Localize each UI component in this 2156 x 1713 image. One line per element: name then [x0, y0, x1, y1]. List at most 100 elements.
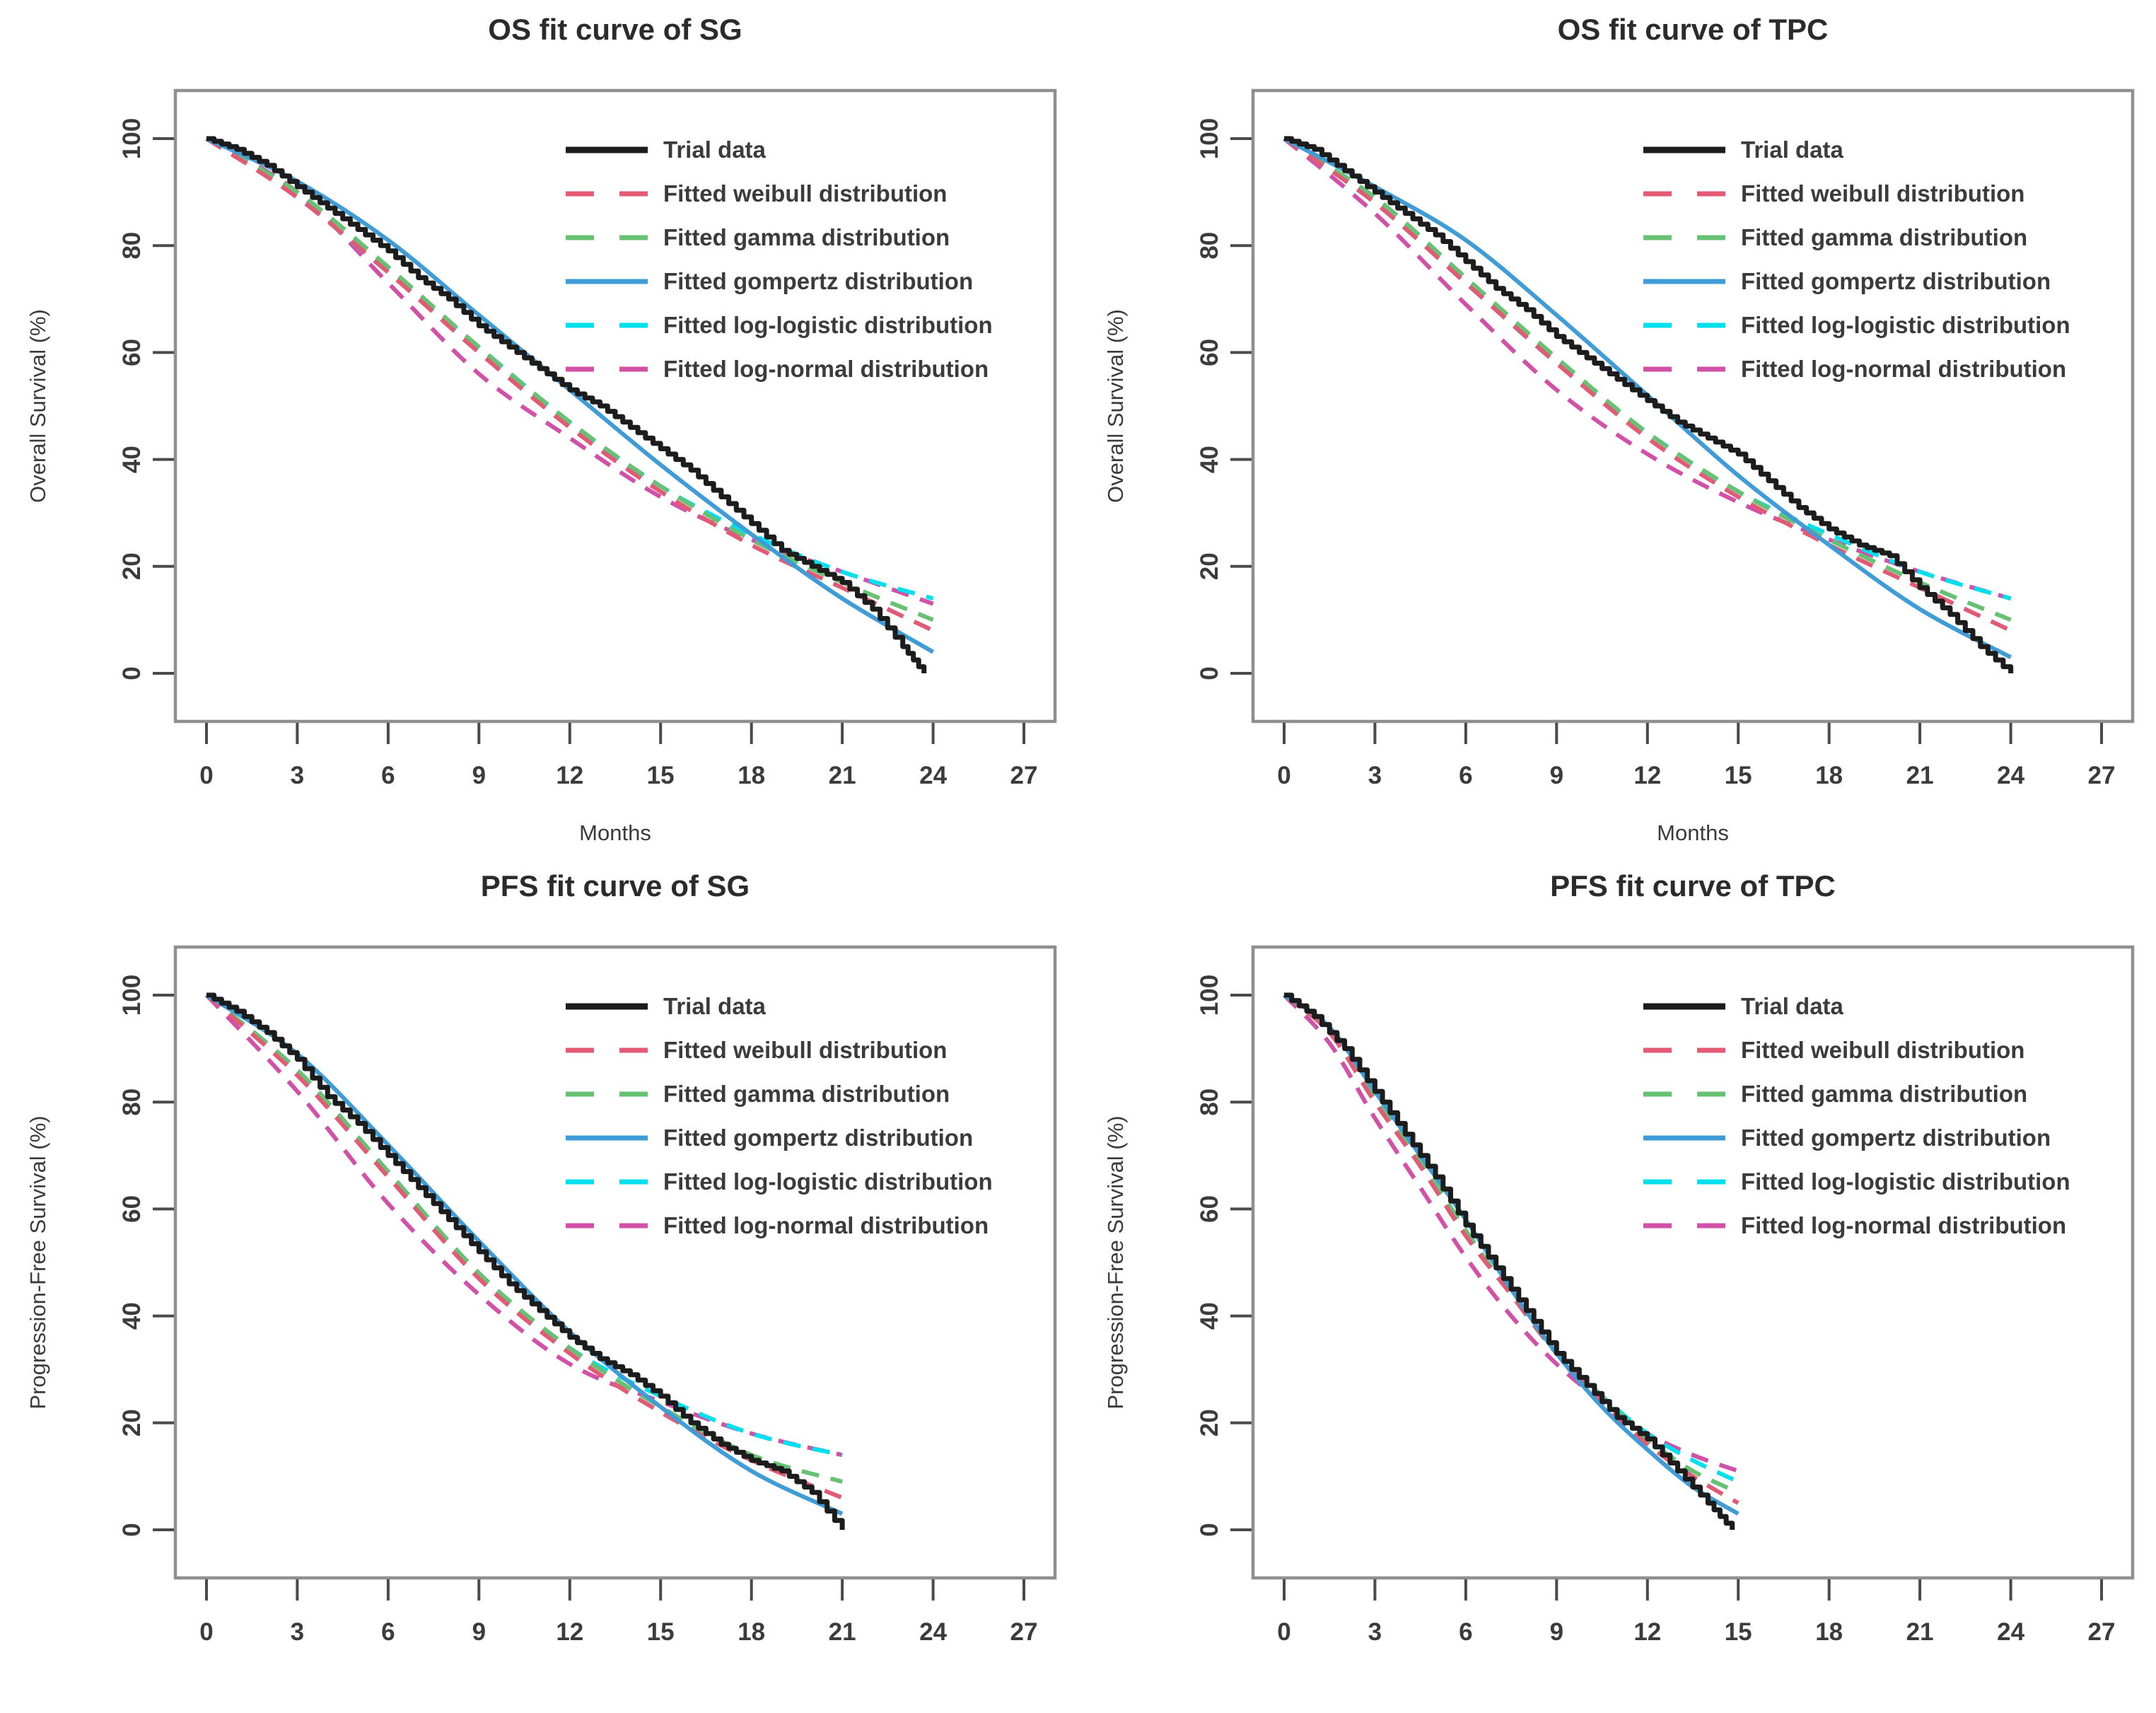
legend-label: Fitted log-normal distribution	[1741, 1212, 2066, 1238]
x-tick-label: 21	[1906, 762, 1934, 789]
x-tick-label: 15	[647, 762, 675, 789]
plot-pfs-fit-tpc: PFS fit curve of TPC Progression-Free Su…	[1078, 856, 2155, 1713]
plot-area: 0 3 6 9 12 15 18 21 24 27 0 20 40 60 80 100 Trial data Fi…	[1196, 88, 2135, 789]
legend-label: Fitted log-normal distribution	[663, 1212, 989, 1238]
legend-label: Fitted log-normal distribution	[1741, 356, 2066, 382]
plot-box	[173, 88, 1057, 724]
x-tick-label: 21	[1906, 1618, 1934, 1646]
plot-box	[1251, 88, 2135, 724]
series-line-weibull	[205, 993, 844, 1500]
legend-label: Trial data	[663, 137, 767, 163]
y-tick-label: 60	[1196, 339, 1223, 366]
y-tick-label: 60	[118, 1195, 146, 1223]
legend: Trial data Fitted weibull distribution Fit…	[1643, 993, 2070, 1238]
y-tick-label: 100	[1196, 975, 1223, 1016]
y-tick-label: 40	[1196, 446, 1223, 473]
y-tick-label: 80	[118, 232, 146, 260]
y-tick-label: 0	[1196, 666, 1223, 680]
plot-os-fit-sg: OS fit curve of SG Overall Survival (%) …	[0, 0, 1078, 856]
y-axis-label: Overall Survival (%)	[1103, 309, 1128, 503]
series-line-lognormal	[205, 137, 934, 606]
y-tick-label: 40	[1196, 1302, 1223, 1330]
y-axis-label: Progression-Free Survival (%)	[1103, 1115, 1128, 1409]
legend-label: Fitted log-logistic distribution	[663, 312, 993, 338]
x-tick-label: 15	[647, 1618, 675, 1646]
plot-box	[173, 945, 1057, 1580]
series-line-lognormal	[1283, 137, 2012, 601]
x-tick-label: 18	[738, 762, 765, 789]
legend-label: Fitted log-logistic distribution	[1741, 1168, 2070, 1195]
x-tick-label: 3	[291, 762, 304, 789]
y-tick-label: 100	[1196, 118, 1223, 159]
legend: Trial data Fitted weibull distribution Fit…	[566, 993, 993, 1238]
x-tick-label: 6	[1459, 1618, 1472, 1646]
series-line-gamma	[1283, 137, 2012, 622]
x-tick-label: 24	[1997, 762, 2024, 789]
x-tick-label: 21	[829, 1618, 856, 1646]
x-tick-label: 24	[919, 762, 947, 789]
x-axis-label: Months	[1657, 820, 1729, 845]
x-tick-label: 27	[2088, 1618, 2116, 1646]
x-tick-label: 0	[199, 1618, 213, 1646]
y-tick-label: 0	[118, 1523, 146, 1536]
plot-os-fit-tpc: OS fit curve of TPC Overall Survival (%)…	[1078, 0, 2155, 856]
series-line-trial	[206, 992, 845, 1530]
legend-label: Trial data	[663, 993, 767, 1019]
legend-label: Fitted weibull distribution	[1741, 180, 2024, 207]
y-tick-label: 0	[118, 666, 146, 680]
legend-label: Fitted gompertz distribution	[1741, 268, 2051, 294]
x-tick-label: 15	[1725, 1618, 1752, 1646]
plot-area: 0 3 6 9 12 15 18 21 24 27 0 20 40 60 80 100 Trial data Fi…	[118, 88, 1057, 789]
x-tick-label: 3	[291, 1618, 304, 1646]
y-tick-label: 100	[118, 975, 146, 1016]
plot-title: OS fit curve of SG	[488, 13, 742, 46]
x-tick-label: 18	[738, 1618, 765, 1646]
x-tick-label: 27	[2088, 762, 2116, 789]
y-tick-label: 20	[118, 1409, 146, 1436]
x-tick-label: 9	[1550, 1618, 1563, 1646]
x-tick-label: 12	[556, 1618, 583, 1646]
y-tick-label: 60	[1196, 1195, 1223, 1223]
plot-box	[1251, 945, 2135, 1580]
legend: Trial data Fitted weibull distribution Fit…	[1643, 137, 2070, 382]
os-tpc-chart: OS fit curve of TPC Overall Survival (%)…	[1103, 13, 2135, 845]
y-axis-label: Overall Survival (%)	[25, 309, 50, 503]
series-line-weibull	[205, 137, 934, 633]
series-line-gompertz	[1283, 993, 1740, 1516]
plot-pfs-fit-sg: PFS fit curve of SG Progression-Free Sur…	[0, 856, 1078, 1713]
x-tick-label: 0	[199, 762, 213, 789]
series-line-trial	[1284, 992, 1735, 1530]
y-tick-label: 60	[118, 339, 146, 366]
x-tick-label: 18	[1815, 1618, 1843, 1646]
x-tick-label: 21	[829, 762, 856, 789]
y-axis-label: Progression-Free Survival (%)	[25, 1115, 50, 1409]
legend-label: Fitted weibull distribution	[663, 180, 947, 207]
legend-label: Fitted gamma distribution	[1741, 1081, 2027, 1107]
legend-label: Fitted gompertz distribution	[1741, 1125, 2051, 1151]
y-tick-label: 0	[1196, 1523, 1223, 1536]
y-tick-label: 100	[118, 118, 146, 159]
plot-title: PFS fit curve of SG	[481, 869, 750, 902]
x-tick-label: 24	[1997, 1618, 2024, 1646]
plot-title: OS fit curve of TPC	[1558, 13, 1829, 46]
x-axis-label: Months	[579, 820, 651, 845]
y-tick-label: 20	[1196, 1409, 1223, 1436]
series-line-trial	[206, 136, 927, 673]
os-sg-chart: OS fit curve of SG Overall Survival (%) …	[25, 13, 1057, 845]
x-tick-label: 12	[556, 762, 583, 789]
legend-label: Fitted gamma distribution	[1741, 224, 2027, 250]
pfs-tpc-chart: PFS fit curve of TPC Progression-Free Su…	[1103, 869, 2135, 1646]
series-line-gompertz	[205, 993, 844, 1516]
y-tick-label: 40	[118, 446, 146, 473]
x-tick-label: 3	[1368, 1618, 1382, 1646]
x-tick-label: 27	[1010, 1618, 1038, 1646]
legend-label: Fitted log-logistic distribution	[663, 1168, 993, 1195]
x-tick-label: 6	[1459, 762, 1472, 789]
series-line-gamma	[205, 137, 934, 622]
x-tick-label: 3	[1368, 762, 1382, 789]
plot-area: 0 3 6 9 12 15 18 21 24 27 0 20 40 60 80 100 Trial data Fi…	[118, 945, 1057, 1646]
legend-label: Fitted gompertz distribution	[663, 1125, 973, 1151]
y-tick-label: 40	[118, 1302, 146, 1330]
y-tick-label: 80	[1196, 1088, 1223, 1116]
